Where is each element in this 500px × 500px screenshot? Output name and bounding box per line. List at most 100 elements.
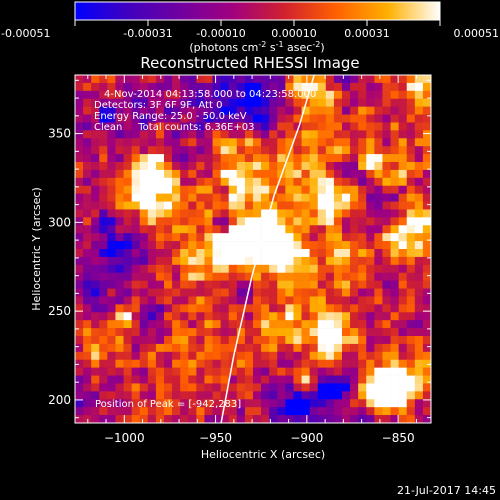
heatmap-cell [406, 185, 416, 194]
heatmap-cell [139, 146, 149, 155]
heatmap-cell [244, 272, 254, 281]
heatmap-cell [244, 415, 254, 423]
heatmap-cell [204, 280, 213, 289]
heatmap-cell [269, 209, 278, 218]
heatmap-cell [390, 138, 399, 147]
heatmap-cell [180, 343, 189, 353]
heatmap-cell [147, 296, 157, 305]
heatmap-cell [155, 320, 165, 329]
heatmap-cell [374, 217, 383, 226]
heatmap-cell [131, 399, 141, 408]
heatmap-cell [422, 375, 431, 384]
heatmap-cell [317, 146, 327, 155]
heatmap-cell [277, 98, 286, 107]
heatmap-cell [155, 75, 165, 84]
heatmap-cell [99, 264, 108, 274]
heatmap-cell [390, 154, 399, 163]
heatmap-cell [75, 177, 84, 187]
heatmap-cell [91, 407, 100, 416]
heatmap-cell [366, 391, 375, 400]
heatmap-image [75, 75, 431, 423]
heatmap-cell [390, 209, 399, 218]
heatmap-cell [358, 249, 367, 258]
heatmap-cell [155, 304, 165, 313]
heatmap-cell [164, 280, 173, 289]
heatmap-cell [382, 201, 391, 210]
heatmap-cell [123, 249, 132, 258]
heatmap-cell [220, 217, 230, 226]
heatmap-cell [147, 312, 157, 321]
heatmap-cell [228, 154, 238, 163]
heatmap-cell [228, 336, 238, 345]
heatmap-cell [277, 256, 286, 266]
heatmap-cell [99, 209, 108, 218]
heatmap-cell [212, 154, 221, 163]
heatmap-cell [317, 241, 327, 250]
heatmap-cell [155, 185, 165, 194]
heatmap-cell [123, 201, 132, 210]
heatmap-cell [180, 209, 189, 218]
heatmap-cell [366, 225, 375, 234]
heatmap-cell [131, 82, 141, 92]
heatmap-cell [350, 138, 359, 147]
heatmap-cell [382, 343, 391, 353]
colorbar [74, 1, 441, 21]
heatmap-cell [139, 264, 149, 274]
heatmap-cell [325, 367, 335, 376]
heatmap-cell [147, 130, 157, 139]
heatmap-cell [131, 193, 141, 202]
heatmap-cell [172, 75, 181, 84]
heatmap-cell [333, 154, 343, 163]
heatmap-cell [366, 217, 375, 226]
heatmap-cell [374, 233, 383, 242]
heatmap-cell [277, 233, 286, 242]
heatmap-cell [366, 209, 375, 218]
heatmap-cell [350, 98, 359, 107]
heatmap-cell [414, 106, 424, 115]
heatmap-cell [83, 138, 92, 147]
heatmap-cell [131, 280, 141, 289]
heatmap-cell [172, 130, 181, 139]
heatmap-cell [75, 162, 84, 171]
heatmap-cell [382, 399, 391, 408]
heatmap-cell [366, 233, 375, 242]
heatmap-cell [269, 367, 278, 376]
heatmap-cell [325, 264, 335, 274]
heatmap-cell [374, 138, 383, 147]
heatmap-cell [155, 249, 165, 258]
heatmap-cell [244, 328, 254, 337]
heatmap-cell [115, 106, 124, 115]
heatmap-cell [164, 122, 173, 131]
heatmap-cell [261, 209, 270, 218]
heatmap-cell [374, 280, 383, 289]
heatmap-cell [406, 162, 416, 171]
heatmap-cell [390, 272, 399, 281]
heatmap-cell [350, 328, 359, 337]
heatmap-cell [212, 114, 221, 123]
heatmap-cell [115, 75, 124, 84]
heatmap-cell [188, 193, 197, 202]
heatmap-cell [277, 241, 286, 250]
heatmap-cell [277, 122, 286, 131]
heatmap-cell [374, 328, 383, 337]
heatmap-cell [301, 407, 310, 416]
heatmap-cell [147, 209, 157, 218]
heatmap-cell [325, 304, 335, 313]
heatmap-cell [301, 209, 310, 218]
heatmap-cell [358, 375, 367, 384]
heatmap-cell [253, 114, 262, 123]
heatmap-cell [147, 75, 157, 84]
heatmap-cell [406, 201, 416, 210]
heatmap-cell [342, 343, 351, 353]
heatmap-cell [155, 122, 165, 131]
heatmap-cell [188, 288, 197, 297]
heatmap-cell [196, 209, 205, 218]
heatmap-cell [333, 367, 343, 376]
heatmap-cell [317, 114, 327, 123]
heatmap-cell [75, 138, 84, 147]
heatmap-cell [406, 209, 416, 218]
heatmap-cell [358, 154, 367, 163]
heatmap-cell [91, 272, 100, 281]
heatmap-cell [236, 288, 246, 297]
